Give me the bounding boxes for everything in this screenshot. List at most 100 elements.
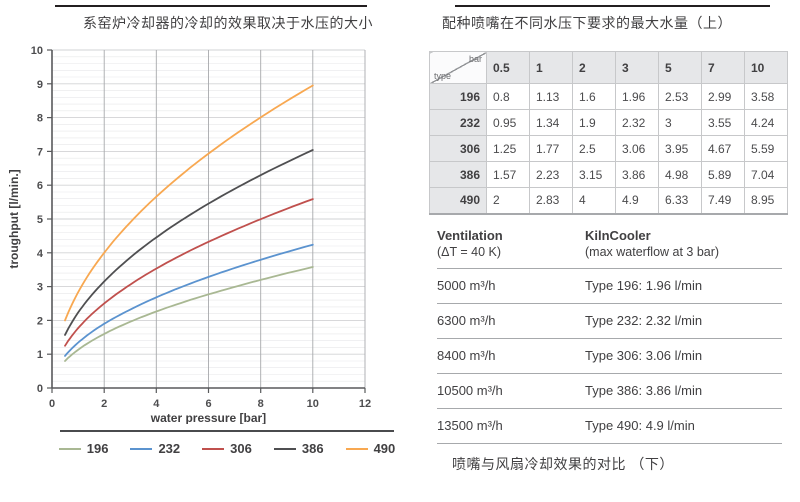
flow-value-cell: 2.53	[658, 83, 702, 110]
pressure-column-header: 5	[658, 51, 702, 84]
type-cell: 386	[429, 161, 487, 188]
ventilation-value: 5000 m³/h	[437, 278, 496, 293]
comparison-rows: 5000 m³/h Type 196: 1.96 l/min 6300 m³/h Ty…	[437, 268, 782, 444]
legend-label: 196	[86, 441, 109, 456]
legend-item: 490	[345, 441, 396, 456]
ventilation-header: Ventilation	[437, 228, 503, 243]
legend-swatch	[273, 447, 296, 450]
svg-text:0: 0	[49, 398, 55, 410]
svg-text:10: 10	[307, 398, 319, 410]
table-row: 306 1.25 1.77 2.5 3.06 3.95 4.67 5.59	[429, 135, 788, 162]
type-cell: 232	[429, 109, 487, 136]
table-row: 490 2 2.83 4 4.9 6.33 7.49 8.95	[429, 187, 788, 215]
legend-label: 306	[230, 441, 252, 456]
type-cell: 490	[429, 187, 487, 215]
flow-value-cell: 2	[486, 187, 530, 215]
flow-value-cell: 0.95	[486, 109, 530, 136]
ventilation-value: 13500 m³/h	[437, 418, 503, 433]
chart-legend: 196 232 306 386 490	[58, 430, 396, 456]
svg-text:water pressure [bar]: water pressure [bar]	[150, 411, 266, 424]
flow-value-cell: 1.96	[615, 83, 659, 110]
svg-text:troughput [l/min.]: troughput [l/min.]	[7, 169, 21, 268]
pressure-column-header: 1	[529, 51, 573, 84]
ventilation-subheader: (ΔT = 40 K)	[437, 245, 502, 259]
legend-label: 490	[373, 441, 396, 456]
pressure-column-header: 3	[615, 51, 659, 84]
svg-text:9: 9	[37, 79, 43, 91]
flow-value-cell: 1.57	[486, 161, 530, 188]
flow-value-cell: 4.67	[701, 135, 745, 162]
comparison-header: Ventilation (ΔT = 40 K) KilnCooler (max …	[437, 227, 782, 268]
corner-label-type: type	[434, 71, 452, 81]
corner-header-cell: bar type	[429, 51, 487, 84]
ventilation-value: 8400 m³/h	[437, 348, 496, 363]
flow-value-cell: 6.33	[658, 187, 702, 215]
type-cell: 306	[429, 135, 487, 162]
svg-text:0: 0	[37, 383, 43, 395]
kilncooler-value: Type 490: 4.9 l/min	[585, 418, 695, 433]
pressure-column-header: 2	[572, 51, 616, 84]
flow-value-cell: 1.13	[529, 83, 573, 110]
legend-item: 386	[273, 441, 324, 456]
flow-value-cell: 4	[572, 187, 616, 215]
flow-value-cell: 2.23	[529, 161, 573, 188]
svg-text:10: 10	[31, 45, 43, 57]
legend-label: 386	[301, 441, 324, 456]
chart-title: 系窑炉冷却器的冷却的效果取决于水压的大小	[83, 15, 373, 31]
svg-text:12: 12	[359, 398, 371, 410]
svg-text:3: 3	[37, 282, 43, 294]
svg-text:5: 5	[37, 214, 43, 226]
legend-label: 232	[158, 441, 181, 456]
flow-value-cell: 3.95	[658, 135, 702, 162]
svg-text:2: 2	[101, 398, 107, 410]
flow-value-cell: 5.89	[701, 161, 745, 188]
legend-item: 196	[58, 441, 109, 456]
kilncooler-header: KilnCooler	[585, 228, 651, 243]
flow-value-cell: 3.58	[744, 83, 788, 110]
flow-value-cell: 1.9	[572, 109, 616, 136]
nozzle-flow-table: bar type 0.5 1 2 3 5 7 10 196 0.8 1.13 1.6 1.96 2.5…	[429, 51, 788, 215]
table-row: 196 0.8 1.13 1.6 1.96 2.53 2.99 3.58	[429, 83, 788, 110]
top-rule	[55, 5, 367, 7]
flow-value-cell: 1.25	[486, 135, 530, 162]
flow-value-cell: 8.95	[744, 187, 788, 215]
corner-label-bar: bar	[468, 54, 482, 64]
ventilation-value: 6300 m³/h	[437, 313, 496, 328]
flow-value-cell: 1.6	[572, 83, 616, 110]
table-row: 232 0.95 1.34 1.9 2.32 3 3.55 4.24	[429, 109, 788, 136]
pressure-column-header: 7	[701, 51, 745, 84]
comparison-row: 5000 m³/h Type 196: 1.96 l/min	[437, 268, 782, 303]
comparison-row: 10500 m³/h Type 386: 3.86 l/min	[437, 373, 782, 408]
flow-value-cell: 2.5	[572, 135, 616, 162]
legend-swatch	[130, 447, 153, 450]
legend-swatch	[202, 447, 225, 450]
flow-value-cell: 4.9	[615, 187, 659, 215]
flow-value-cell: 7.04	[744, 161, 788, 188]
table-title: 配种喷嘴在不同水压下要求的最大水量（上）	[442, 15, 732, 31]
svg-text:2: 2	[37, 315, 43, 327]
flow-value-cell: 4.98	[658, 161, 702, 188]
kilncooler-value: Type 196: 1.96 l/min	[585, 278, 703, 293]
svg-text:6: 6	[37, 180, 43, 192]
flow-value-cell: 2.83	[529, 187, 573, 215]
kilncooler-value: Type 232: 2.32 l/min	[585, 313, 703, 328]
kilncooler-value: Type 306: 3.06 l/min	[585, 348, 703, 363]
svg-text:7: 7	[37, 146, 43, 158]
kilncooler-subheader: (max waterflow at 3 bar)	[585, 245, 720, 259]
pressure-column-header: 10	[744, 51, 788, 84]
svg-text:8: 8	[258, 398, 264, 410]
flow-value-cell: 1.34	[529, 109, 573, 136]
comparison-row: 13500 m³/h Type 490: 4.9 l/min	[437, 408, 782, 444]
top-rule	[455, 5, 770, 7]
bottom-caption: 喷嘴与风扇冷却效果的对比 （下）	[452, 456, 674, 472]
flow-value-cell: 7.49	[701, 187, 745, 215]
flow-value-cell: 4.24	[744, 109, 788, 136]
chart-panel: 系窑炉冷却器的冷却的效果取决于水压的大小 0 1 2 3 4 5 6 7 8 9 10 0 2 4 6 8 10…	[7, 5, 396, 456]
flow-value-cell: 3.06	[615, 135, 659, 162]
flow-value-cell: 3	[658, 109, 702, 136]
flow-value-cell: 5.59	[744, 135, 788, 162]
flow-value-cell: 2.99	[701, 83, 745, 110]
pressure-column-header: 0.5	[486, 51, 530, 84]
